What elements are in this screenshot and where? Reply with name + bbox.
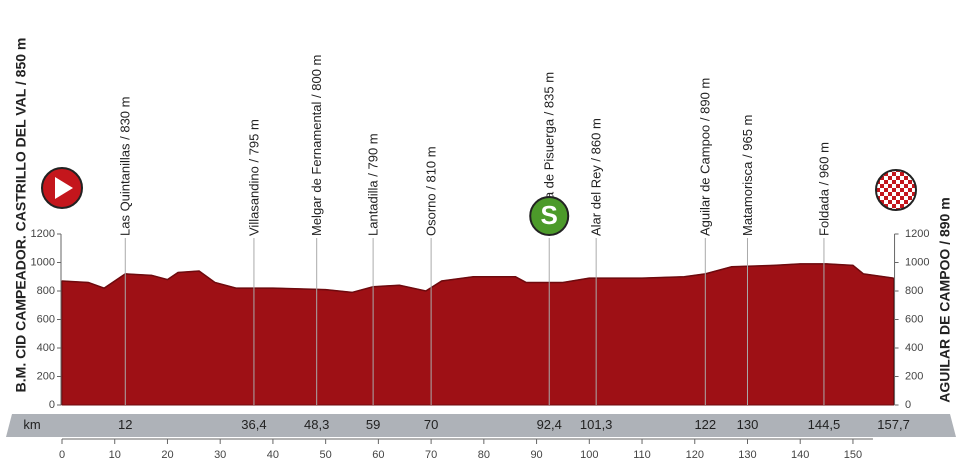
x-tick-label: 50 [320, 449, 332, 461]
x-tick-label: 10 [109, 449, 121, 461]
y-tick-label: 0 [905, 399, 911, 411]
y-tick-label: 400 [905, 342, 923, 354]
waypoint-label: Melgar de Fernamental / 800 m [309, 55, 324, 236]
waypoint-km: 157,7 [877, 417, 910, 432]
waypoint-km: 70 [424, 417, 438, 432]
y-tick-label: 400 [37, 342, 55, 354]
sprint-marker: S [541, 200, 558, 230]
waypoint-km: 92,4 [537, 417, 562, 432]
x-tick-label: 100 [580, 449, 598, 461]
waypoint-km: 36,4 [241, 417, 266, 432]
start-label: B.M. CID CAMPEADOR. CASTRILLO DEL VAL / … [13, 38, 29, 393]
waypoint-label: Osorno / 810 m [424, 146, 439, 236]
y-tick-label: 600 [37, 313, 55, 325]
waypoint-km: 130 [737, 417, 759, 432]
sprint-icon [529, 196, 570, 236]
y-tick-label: 1000 [31, 256, 55, 268]
waypoint-km: 59 [366, 417, 380, 432]
y-tick-label: 1000 [905, 256, 929, 268]
x-tick-label: 120 [686, 449, 704, 461]
x-tick-label: 130 [738, 449, 756, 461]
elevation-area [61, 263, 895, 406]
x-tick-label: 80 [478, 449, 490, 461]
finish-icon [875, 169, 917, 211]
waypoint-label: Villasandino / 795 m [246, 119, 261, 236]
y-tick-label: 0 [49, 399, 55, 411]
x-axis-label: km [23, 417, 40, 432]
x-tick-label: 90 [530, 449, 542, 461]
start-icon [41, 167, 83, 209]
x-tick-label: 140 [791, 449, 809, 461]
x-tick-label: 150 [844, 449, 862, 461]
y-tick-label: 200 [37, 370, 55, 382]
waypoint-km: 122 [694, 417, 716, 432]
x-tick-label: 20 [161, 449, 173, 461]
waypoint-km: 144,5 [808, 417, 841, 432]
x-tick-label: 60 [372, 449, 384, 461]
y-tick-label: 800 [905, 285, 923, 297]
x-tick-label: 70 [425, 449, 437, 461]
waypoint-label: Alar del Rey / 860 m [589, 118, 604, 236]
x-tick-label: 0 [59, 449, 65, 461]
y-tick-label: 800 [37, 285, 55, 297]
y-tick-label: 1200 [905, 228, 929, 240]
waypoint-km: 48,3 [304, 417, 329, 432]
x-tick-label: 30 [214, 449, 226, 461]
y-tick-label: 200 [905, 370, 923, 382]
km-bar [6, 414, 956, 437]
elevation-line [61, 263, 894, 294]
waypoint-label: Aguilar de Campoo / 890 m [698, 78, 713, 236]
x-tick-label: 110 [633, 449, 651, 461]
waypoint-label: Foldada / 960 m [816, 142, 831, 236]
waypoint-label: Herrera de Pisuerga / 835 m [542, 72, 557, 236]
waypoint-label: Las Quintanillas / 830 m [118, 97, 133, 236]
y-tick-label: 1200 [31, 228, 55, 240]
waypoint-km: 12 [118, 417, 132, 432]
waypoint-label: Lantadilla / 790 m [366, 133, 381, 236]
y-tick-label: 600 [905, 313, 923, 325]
waypoint-label: Matamorisca / 965 m [740, 115, 755, 236]
waypoint-km: 101,3 [580, 417, 613, 432]
x-tick-label: 40 [267, 449, 279, 461]
finish-label: AGUILAR DE CAMPOO / 890 m [937, 197, 953, 402]
